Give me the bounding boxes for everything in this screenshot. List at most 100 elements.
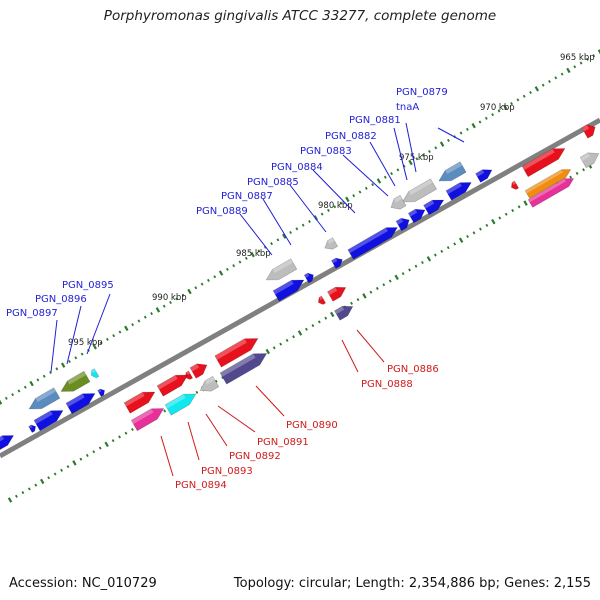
- gene-label-forward[interactable]: PGN_0885: [247, 177, 299, 188]
- minor-tick: [143, 315, 147, 319]
- gene-pgn0894: [130, 408, 165, 432]
- gene-grey-3: [324, 237, 339, 250]
- gene-label-forward[interactable]: PGN_0883: [300, 146, 352, 157]
- major-tick: [376, 178, 382, 184]
- minor-tick: [27, 487, 31, 491]
- major-tick: [265, 348, 270, 355]
- minor-tick: [575, 171, 579, 175]
- minor-tick: [401, 272, 405, 276]
- gene-label-reverse[interactable]: PGN_0894: [175, 480, 227, 491]
- minor-tick: [465, 127, 469, 131]
- gene-pgn0879: [475, 169, 493, 183]
- major-tick: [250, 251, 255, 258]
- minor-tick: [34, 483, 38, 487]
- minor-tick: [364, 186, 368, 190]
- gene-label-forward[interactable]: PGN_0897: [6, 308, 58, 319]
- minor-tick: [131, 323, 135, 327]
- minor-tick: [118, 435, 121, 439]
- topology-text: Topology: circular; Length: 2,354,886 bp…: [233, 576, 591, 591]
- gene-label-reverse[interactable]: PGN_0886: [387, 364, 439, 375]
- minor-tick: [308, 219, 311, 224]
- minor-tick: [408, 268, 411, 272]
- major-tick: [534, 86, 540, 92]
- minor-tick: [49, 370, 52, 375]
- leader-line: [393, 127, 408, 181]
- accession-text: Accession: NC_010729: [9, 576, 157, 591]
- gene-label-forward[interactable]: PGN_0882: [325, 131, 377, 142]
- minor-tick: [105, 337, 109, 341]
- gene-label-forward[interactable]: PGN_0879: [396, 87, 448, 98]
- gene-label-forward[interactable]: PGN_0895: [62, 280, 114, 291]
- minor-tick: [279, 342, 283, 346]
- minor-tick: [511, 209, 515, 213]
- tick-label: 975 kbp: [399, 153, 434, 163]
- minor-tick: [472, 231, 476, 235]
- gene-red-3: [189, 363, 208, 379]
- minor-tick: [585, 57, 589, 61]
- gene-grey-4: [265, 258, 298, 281]
- leader-line: [341, 339, 359, 373]
- gene-label-reverse[interactable]: PGN_0891: [257, 437, 309, 448]
- minor-tick: [522, 94, 526, 98]
- major-tick: [471, 122, 476, 129]
- minor-tick: [382, 283, 386, 287]
- gene-red-small-2: [318, 295, 327, 305]
- major-tick: [218, 270, 224, 276]
- minor-tick: [548, 79, 551, 84]
- major-tick: [104, 441, 109, 448]
- minor-tick: [285, 338, 289, 342]
- minor-tick: [17, 389, 21, 393]
- major-tick: [426, 256, 432, 262]
- gene-label-forward[interactable]: PGN_0881: [349, 115, 401, 126]
- leader-line: [289, 184, 327, 233]
- minor-tick: [446, 246, 450, 250]
- minor-tick: [414, 264, 418, 268]
- minor-tick: [289, 230, 292, 235]
- minor-tick: [579, 61, 583, 65]
- minor-tick: [295, 227, 299, 231]
- gene-label-reverse[interactable]: PGN_0888: [361, 379, 413, 390]
- minor-tick: [42, 374, 46, 378]
- tick-layer: 965 kbp 970 kbp 975 kbp 980 kbp 985 kbp 990 k…: [0, 49, 600, 503]
- gene-label-reverse[interactable]: PGN_0893: [201, 466, 253, 477]
- minor-tick: [554, 76, 558, 80]
- minor-tick: [272, 346, 276, 350]
- leader-line: [369, 141, 396, 187]
- gene-label-forward[interactable]: PGN_0889: [196, 206, 248, 217]
- minor-tick: [352, 194, 356, 198]
- leader-line: [342, 154, 389, 197]
- leader-line: [356, 329, 385, 363]
- minor-tick: [15, 494, 18, 498]
- gene-red-1: [521, 148, 566, 178]
- minor-tick: [305, 327, 308, 331]
- minor-tick: [333, 205, 337, 209]
- leader-line: [50, 319, 58, 373]
- gene-label-forward[interactable]: PGN_0896: [35, 294, 87, 305]
- minor-tick: [339, 201, 343, 205]
- minor-tick: [74, 356, 78, 360]
- minor-tick: [68, 359, 71, 364]
- minor-tick: [350, 301, 353, 305]
- gene-grey-2: [390, 194, 407, 210]
- minor-tick: [516, 98, 520, 102]
- gene-label-reverse[interactable]: PGN_0890: [286, 420, 338, 431]
- gene-small-b: [28, 424, 36, 433]
- minor-tick: [181, 293, 185, 297]
- gene-small-a: [97, 388, 105, 397]
- minor-tick: [55, 367, 59, 371]
- gene-label-reverse[interactable]: PGN_0892: [229, 451, 281, 462]
- gene-pgn0896: [33, 410, 64, 432]
- gene-pgn0887: [303, 272, 314, 284]
- gene-red-edge: [581, 124, 596, 139]
- gene-label-forward[interactable]: PGN_0884: [271, 162, 323, 173]
- leader-line: [66, 305, 82, 365]
- gene-label-forward[interactable]: PGN_0887: [221, 191, 273, 202]
- gene-red-2: [214, 338, 259, 368]
- gene-grey-edge: [579, 152, 600, 169]
- gene-label-forward[interactable]: tnaA: [396, 102, 419, 113]
- minor-tick: [433, 253, 437, 257]
- major-tick: [155, 307, 161, 313]
- gene-pgn0886: [327, 286, 347, 302]
- minor-tick: [529, 90, 532, 95]
- minor-tick: [195, 390, 199, 394]
